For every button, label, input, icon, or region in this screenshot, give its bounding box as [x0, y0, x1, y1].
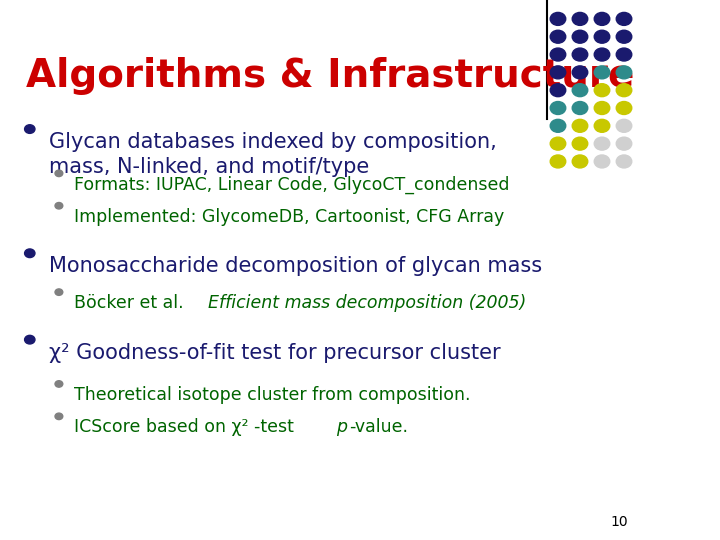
- Circle shape: [616, 155, 631, 168]
- Circle shape: [24, 249, 35, 258]
- Circle shape: [594, 66, 610, 79]
- Circle shape: [572, 12, 588, 25]
- Text: χ² Goodness-of-fit test for precursor cluster: χ² Goodness-of-fit test for precursor cl…: [48, 343, 500, 363]
- Circle shape: [55, 413, 63, 420]
- Circle shape: [550, 48, 566, 61]
- Circle shape: [594, 155, 610, 168]
- Circle shape: [24, 335, 35, 344]
- Text: Glycan databases indexed by composition,
mass, N-linked, and motif/type: Glycan databases indexed by composition,…: [48, 132, 496, 177]
- Circle shape: [572, 30, 588, 43]
- Text: Monosaccharide decomposition of glycan mass: Monosaccharide decomposition of glycan m…: [48, 256, 541, 276]
- Text: Böcker et al.: Böcker et al.: [74, 294, 189, 312]
- Circle shape: [616, 102, 631, 114]
- Circle shape: [550, 84, 566, 97]
- Text: Efficient mass decomposition (2005): Efficient mass decomposition (2005): [208, 294, 526, 312]
- Circle shape: [572, 66, 588, 79]
- Circle shape: [594, 12, 610, 25]
- Circle shape: [550, 66, 566, 79]
- Circle shape: [572, 84, 588, 97]
- Circle shape: [550, 102, 566, 114]
- Text: -value.: -value.: [348, 418, 408, 436]
- Circle shape: [550, 155, 566, 168]
- Circle shape: [24, 125, 35, 133]
- Circle shape: [55, 202, 63, 209]
- Circle shape: [594, 84, 610, 97]
- Circle shape: [572, 137, 588, 150]
- Circle shape: [616, 84, 631, 97]
- Text: ICScore based on χ² -test: ICScore based on χ² -test: [74, 418, 300, 436]
- Circle shape: [594, 48, 610, 61]
- Text: 10: 10: [611, 515, 628, 529]
- Circle shape: [550, 119, 566, 132]
- Circle shape: [55, 381, 63, 387]
- Circle shape: [616, 137, 631, 150]
- Circle shape: [616, 30, 631, 43]
- Circle shape: [572, 119, 588, 132]
- Circle shape: [550, 30, 566, 43]
- Circle shape: [550, 12, 566, 25]
- Circle shape: [594, 119, 610, 132]
- Text: Theoretical isotope cluster from composition.: Theoretical isotope cluster from composi…: [74, 386, 471, 404]
- Text: Algorithms & Infrastructure: Algorithms & Infrastructure: [26, 57, 634, 94]
- Text: p: p: [336, 418, 347, 436]
- Circle shape: [55, 170, 63, 177]
- Circle shape: [572, 48, 588, 61]
- Circle shape: [572, 155, 588, 168]
- Circle shape: [55, 289, 63, 295]
- Circle shape: [616, 48, 631, 61]
- Circle shape: [572, 102, 588, 114]
- Circle shape: [550, 137, 566, 150]
- Circle shape: [616, 119, 631, 132]
- Circle shape: [616, 66, 631, 79]
- Circle shape: [594, 102, 610, 114]
- Text: Implemented: GlycomeDB, Cartoonist, CFG Array: Implemented: GlycomeDB, Cartoonist, CFG …: [74, 208, 505, 226]
- Text: Formats: IUPAC, Linear Code, GlycoCT_condensed: Formats: IUPAC, Linear Code, GlycoCT_con…: [74, 176, 510, 194]
- Circle shape: [594, 137, 610, 150]
- Circle shape: [594, 30, 610, 43]
- Circle shape: [616, 12, 631, 25]
